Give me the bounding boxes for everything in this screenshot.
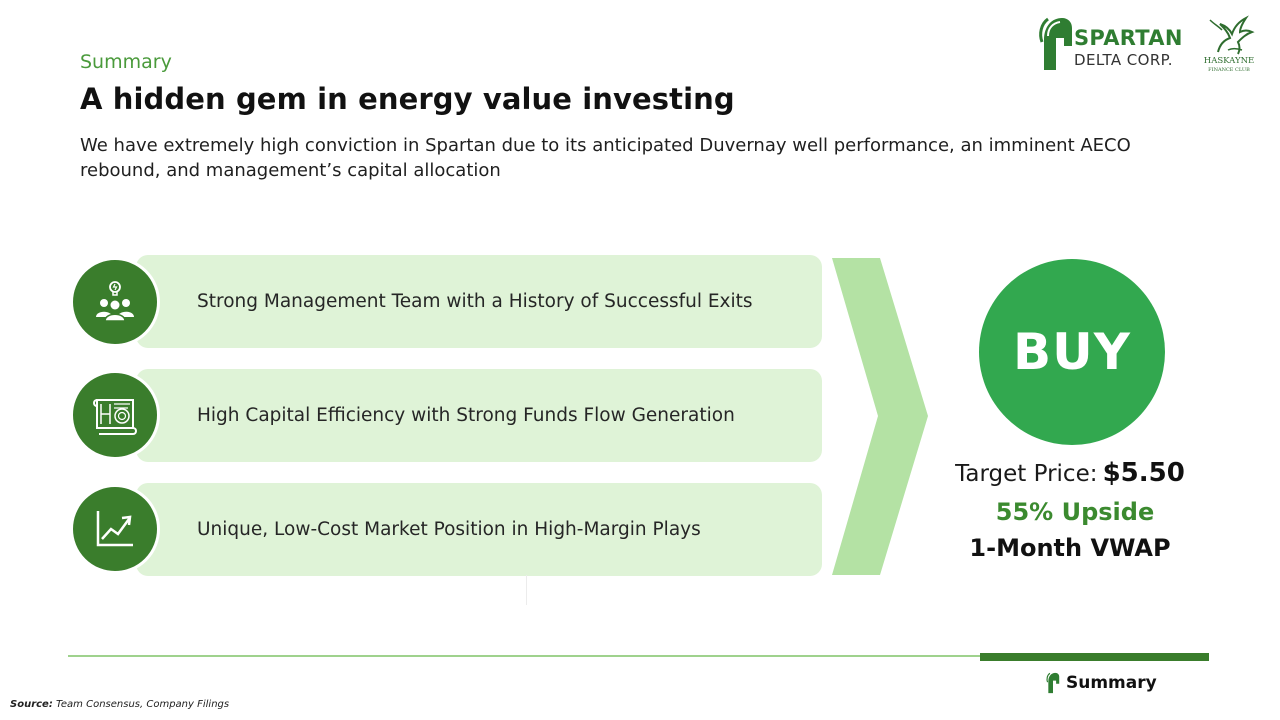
team-idea-icon-circle: [70, 257, 160, 347]
source-text: Team Consensus, Company Filings: [56, 699, 230, 710]
spartan-helmet-icon: [1046, 672, 1060, 694]
growth-chart-icon-circle: [70, 484, 160, 574]
thesis-card-capital-efficiency: High Capital Efficiency with Strong Fund…: [136, 369, 822, 462]
spartan-wordmark: SPARTAN: [1074, 26, 1183, 50]
target-price-value: $5.50: [1102, 458, 1185, 488]
haskayne-wordmark: HASKAYNE: [1203, 56, 1255, 66]
source-label: Source:: [10, 699, 53, 710]
slide-title: A hidden gem in energy value investing: [80, 82, 735, 116]
footer-divider: [68, 655, 980, 657]
upside-label: 55% Upside: [995, 498, 1155, 526]
haskayne-wordmark-sub: FINANCE CLUB: [1208, 67, 1250, 73]
spartan-logo: SPARTAN DELTA CORP.: [1038, 16, 1188, 72]
chevron-right-icon: [832, 258, 928, 575]
growth-chart-icon: [96, 511, 133, 547]
slide-subtitle: We have extremely high conviction in Spa…: [80, 135, 1131, 181]
source-note: Source: Team Consensus, Company Filings: [10, 699, 229, 710]
target-price-label: Target Price:: [955, 461, 1098, 487]
rating-label: BUY: [1013, 323, 1131, 381]
pegasus-icon: [1209, 15, 1255, 55]
target-price: Target Price: $5.50: [930, 458, 1210, 488]
footer-nav-summary[interactable]: Summary: [1046, 672, 1157, 694]
team-idea-icon: [96, 281, 134, 322]
thesis-text: Strong Management Team with a History of…: [197, 291, 753, 312]
thesis-card-market-position: Unique, Low-Cost Market Position in High…: [136, 483, 822, 576]
footer-progress-bar: [980, 653, 1209, 661]
vwap-basis: 1-Month VWAP: [969, 534, 1171, 562]
blueprint-icon-circle: [70, 370, 160, 460]
blueprint-icon: [93, 399, 137, 435]
spartan-helmet-icon: [1039, 17, 1072, 70]
thesis-text: High Capital Efficiency with Strong Fund…: [197, 405, 735, 426]
section-label: Summary: [80, 51, 172, 73]
haskayne-logo: HASKAYNE FINANCE CLUB: [1198, 14, 1260, 74]
buy-rating-badge: BUY: [979, 259, 1165, 445]
divider: [526, 575, 527, 605]
spartan-wordmark-sub: DELTA CORP.: [1074, 51, 1173, 69]
thesis-card-management: Strong Management Team with a History of…: [136, 255, 822, 348]
footer-nav-label: Summary: [1066, 673, 1157, 693]
thesis-text: Unique, Low-Cost Market Position in High…: [197, 519, 701, 540]
